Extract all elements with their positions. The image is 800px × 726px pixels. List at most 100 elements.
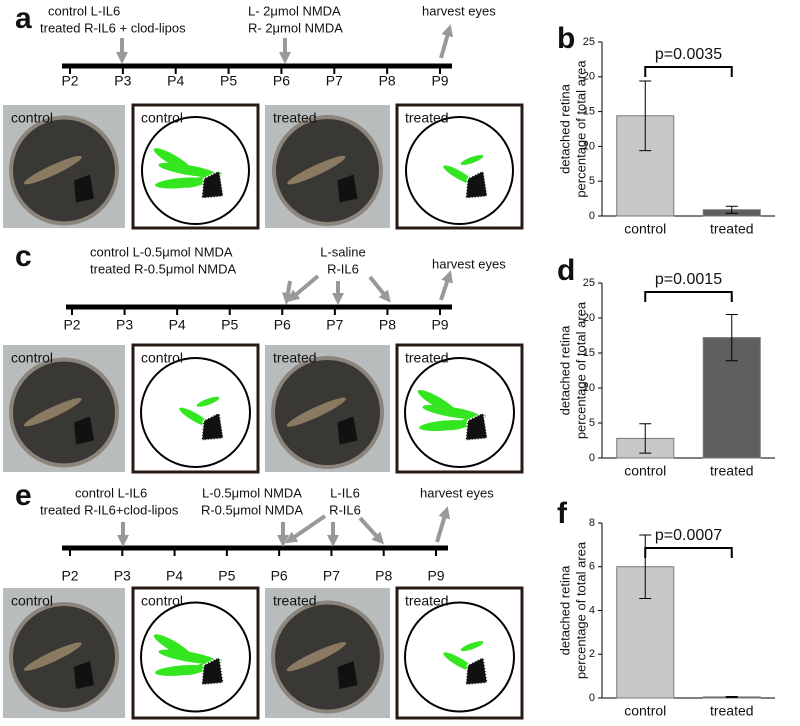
y-tick-label: 4 xyxy=(589,604,595,616)
timeline-note: R-0.5μmol NMDA xyxy=(201,502,303,517)
day-label: P9 xyxy=(431,317,448,333)
eye-cup xyxy=(9,602,119,712)
y-tick-label: 15 xyxy=(583,106,595,118)
panel-label: b xyxy=(557,22,575,55)
arrow xyxy=(287,274,320,302)
eye-cup xyxy=(271,356,384,469)
pigment xyxy=(74,661,94,689)
arrow xyxy=(285,514,327,544)
day-label: P6 xyxy=(273,73,290,89)
day-label: P2 xyxy=(61,73,78,89)
retina-fold xyxy=(23,642,82,671)
image-label: treated xyxy=(273,593,317,609)
arrow xyxy=(439,24,454,59)
detached-area xyxy=(158,649,218,664)
timeline-note: R-IL6 xyxy=(327,261,359,276)
timeline-note: harvest eyes xyxy=(422,3,496,18)
y-axis-label: detached retina xyxy=(557,83,572,173)
retina-fold xyxy=(286,642,347,672)
detached-area xyxy=(422,404,482,420)
y-axis-label: percentage of total area xyxy=(573,301,588,439)
timeline-note: R- 2μmol NMDA xyxy=(248,20,343,35)
y-tick-label: 25 xyxy=(583,36,595,48)
day-label: P5 xyxy=(221,317,238,333)
x-tick-label: control xyxy=(624,703,666,719)
timeline-note: treated R-IL6+clod-lipos xyxy=(40,502,179,517)
timeline-note: L- 2μmol NMDA xyxy=(248,3,341,18)
timeline-note: control L-IL6 xyxy=(48,3,120,18)
detached-area xyxy=(460,641,484,652)
panel-label: a xyxy=(15,2,32,35)
day-label: P5 xyxy=(218,568,235,584)
error-bar xyxy=(639,80,652,152)
day-label: P7 xyxy=(326,317,343,333)
y-tick-label: 5 xyxy=(589,417,595,429)
y-tick-label: 20 xyxy=(583,312,595,324)
day-label: P3 xyxy=(114,73,131,89)
retina-fold xyxy=(286,397,347,427)
image-label: control xyxy=(11,110,53,126)
image-label: treated xyxy=(405,110,449,126)
y-tick-label: 6 xyxy=(589,561,595,573)
y-tick-label: 15 xyxy=(583,347,595,359)
image-label: control xyxy=(141,110,183,126)
image-label: control xyxy=(141,350,183,366)
pigment-outline xyxy=(200,411,225,442)
timeline-note: treated R-0.5μmol NMDA xyxy=(90,261,237,276)
eye-cup xyxy=(272,115,383,226)
pigment-outline xyxy=(464,411,489,442)
timeline-note: control L-IL6 xyxy=(75,485,147,500)
day-label: P6 xyxy=(274,317,291,333)
timeline-note: L-0.5μmol NMDA xyxy=(202,485,302,500)
day-label: P7 xyxy=(326,73,343,89)
eye-cup xyxy=(271,600,384,714)
day-label: P2 xyxy=(61,568,78,584)
y-axis-label: percentage of total area xyxy=(573,541,588,679)
day-label: P3 xyxy=(116,317,133,333)
day-label: P3 xyxy=(114,568,131,584)
timeline-note: L-saline xyxy=(320,244,366,259)
pigment xyxy=(74,174,94,203)
eye-cup xyxy=(9,115,119,226)
p-value: p=0.0015 xyxy=(655,271,722,288)
timeline-note: L-IL6 xyxy=(330,485,360,500)
day-label: P4 xyxy=(169,317,186,333)
day-label: P6 xyxy=(271,568,288,584)
y-axis-label: percentage of total area xyxy=(573,60,588,198)
y-tick-label: 10 xyxy=(583,382,595,394)
arrow xyxy=(358,516,385,545)
image-label: treated xyxy=(405,350,449,366)
timeline-note: R-IL6 xyxy=(329,502,361,517)
x-tick-label: treated xyxy=(710,221,754,237)
x-tick-label: control xyxy=(624,221,666,237)
image-label: control xyxy=(141,593,183,609)
error-bar xyxy=(639,534,652,599)
retina-fold xyxy=(23,398,82,427)
diagram-eye xyxy=(405,116,514,225)
y-tick-label: 8 xyxy=(589,517,595,529)
y-tick-label: 20 xyxy=(583,71,595,83)
image-label: treated xyxy=(273,110,317,126)
day-label: P9 xyxy=(431,73,448,89)
pigment-outline xyxy=(464,655,489,686)
y-tick-label: 0 xyxy=(589,452,595,464)
day-label: P4 xyxy=(166,568,183,584)
image-label: treated xyxy=(405,593,449,609)
y-tick-label: 2 xyxy=(589,648,595,660)
y-tick-label: 25 xyxy=(583,277,595,289)
arrow xyxy=(368,275,391,303)
y-tick-label: 10 xyxy=(583,140,595,152)
detached-area xyxy=(158,162,218,178)
arrow xyxy=(435,506,451,543)
pigment-outline xyxy=(200,169,225,200)
pigment-outline xyxy=(464,169,489,200)
diagram-eye xyxy=(140,357,251,468)
image-label: control xyxy=(11,350,53,366)
panel-label: d xyxy=(557,254,575,287)
y-axis-label: detached retina xyxy=(557,565,572,655)
y-tick-label: 5 xyxy=(589,175,595,187)
x-tick-label: treated xyxy=(710,703,754,719)
day-label: P4 xyxy=(167,73,184,89)
day-label: P8 xyxy=(379,73,396,89)
